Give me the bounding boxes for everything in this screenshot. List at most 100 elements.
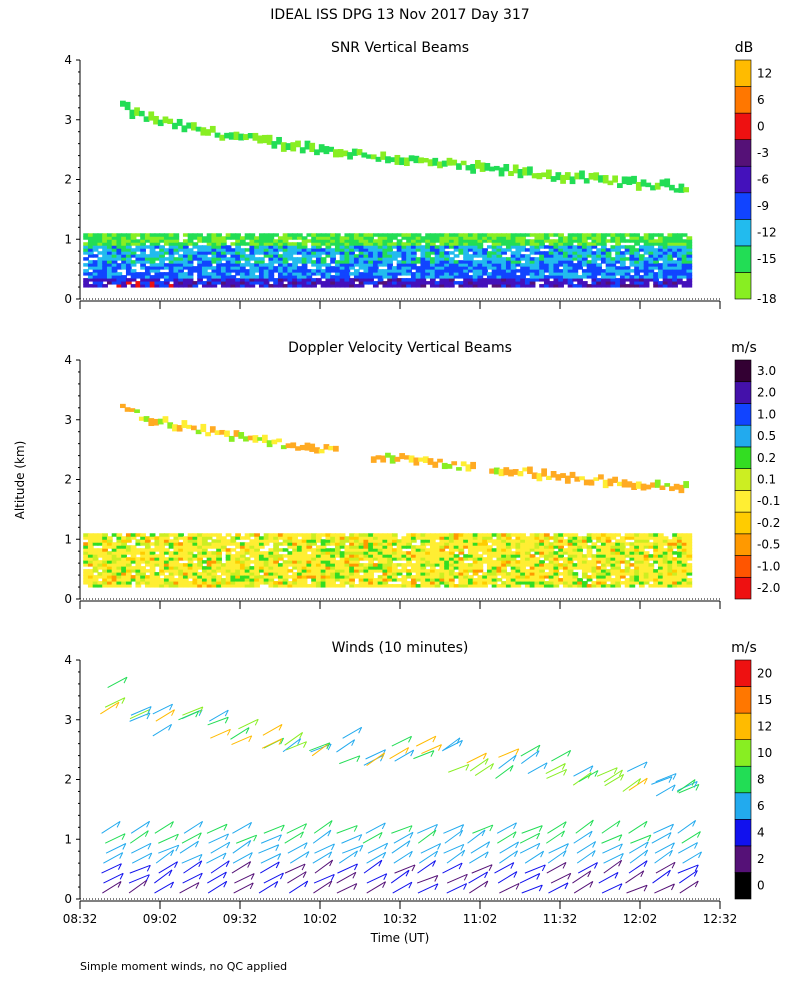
- snr-cell: [263, 236, 270, 240]
- doppler-colorbar-label: 3.0: [757, 364, 776, 378]
- doppler-cell: [135, 563, 142, 567]
- snr-cell: [280, 142, 287, 152]
- doppler-cell: [567, 584, 574, 588]
- wind-barb: [313, 820, 333, 834]
- snr-cell: [615, 233, 621, 237]
- doppler-cell: [477, 539, 484, 543]
- doppler-cell: [92, 566, 99, 570]
- snr-cell: [648, 245, 655, 249]
- snr-cell: [615, 248, 621, 252]
- doppler-cell: [472, 551, 479, 555]
- doppler-cell: [121, 569, 127, 573]
- snr-cell: [268, 266, 275, 270]
- snr-cell: [477, 245, 484, 249]
- doppler-cell: [192, 554, 199, 558]
- snr-cell: [330, 257, 336, 261]
- doppler-cell: [496, 554, 503, 558]
- doppler-cell: [448, 584, 455, 588]
- doppler-cell: [263, 557, 270, 561]
- doppler-cell: [159, 542, 165, 546]
- doppler-cell: [562, 542, 569, 546]
- snr-cell: [140, 266, 146, 270]
- snr-cell: [638, 245, 645, 249]
- doppler-cell: [282, 539, 289, 543]
- doppler-cell: [529, 542, 536, 546]
- snr-cell: [448, 233, 455, 237]
- doppler-cell: [363, 554, 370, 558]
- snr-cell: [453, 254, 460, 258]
- snr-cell: [387, 248, 393, 252]
- doppler-cell: [325, 581, 332, 585]
- doppler-cell: [201, 581, 208, 585]
- snr-cell: [572, 284, 579, 288]
- doppler-cell: [586, 563, 593, 567]
- snr-cell: [610, 266, 617, 270]
- snr-cell: [672, 281, 678, 285]
- doppler-cell: [444, 572, 450, 576]
- wind-barb-flag: [564, 882, 569, 890]
- snr-cell: [97, 236, 104, 240]
- doppler-cell: [330, 563, 336, 567]
- doppler-cell: [420, 566, 427, 570]
- doppler-cell: [173, 557, 180, 561]
- wind-barb: [158, 844, 179, 854]
- snr-cell: [560, 174, 566, 184]
- snr-cell: [83, 233, 89, 237]
- snr-cell: [678, 183, 685, 193]
- winds-colorbar-label: 20: [757, 666, 772, 680]
- snr-cell: [548, 242, 555, 246]
- doppler-cell: [591, 581, 598, 585]
- doppler-cell: [243, 436, 249, 442]
- doppler-cell: [263, 572, 270, 576]
- doppler-cell: [586, 578, 593, 582]
- snr-cell: [97, 263, 104, 267]
- doppler-cell: [662, 572, 669, 576]
- snr-cell: [619, 254, 626, 258]
- doppler-cell: [562, 533, 569, 537]
- snr-cell: [220, 266, 227, 270]
- doppler-cell: [154, 542, 161, 546]
- doppler-cell: [429, 548, 436, 552]
- wind-barb-flag: [146, 712, 151, 720]
- doppler-cell: [638, 557, 645, 561]
- wind-barb-flag: [381, 822, 386, 830]
- doppler-cell: [425, 560, 431, 564]
- snr-cell: [448, 242, 455, 246]
- doppler-cell: [216, 542, 222, 546]
- snr-cell: [173, 266, 180, 270]
- snr-cell: [686, 263, 693, 267]
- doppler-cell: [273, 566, 279, 570]
- snr-cell: [225, 269, 232, 273]
- snr-cell: [482, 272, 488, 276]
- snr-cell: [106, 260, 113, 264]
- snr-cell: [463, 284, 469, 288]
- doppler-cell: [501, 584, 507, 588]
- doppler-cell: [425, 575, 431, 579]
- doppler-cell: [187, 536, 194, 540]
- doppler-cell: [363, 536, 370, 540]
- snr-cell: [676, 272, 683, 276]
- doppler-cell: [543, 545, 550, 549]
- snr-cell: [271, 141, 278, 149]
- snr-cell: [681, 266, 688, 270]
- snr-cell: [638, 239, 645, 243]
- doppler-cell: [496, 584, 503, 588]
- doppler-cell: [200, 423, 207, 433]
- doppler-cell: [448, 578, 455, 582]
- doppler-cell: [325, 563, 332, 567]
- doppler-cell: [667, 584, 674, 588]
- doppler-cell: [567, 548, 574, 552]
- snr-cell: [296, 278, 303, 282]
- doppler-cell: [605, 560, 612, 564]
- snr-cell: [244, 248, 251, 252]
- doppler-cell: [553, 584, 560, 588]
- snr-cell: [87, 266, 94, 270]
- doppler-cell: [638, 575, 645, 579]
- snr-cell: [453, 236, 460, 240]
- snr-cell: [211, 248, 218, 252]
- snr-cell: [401, 257, 408, 261]
- doppler-cell: [149, 548, 156, 552]
- doppler-cell: [344, 569, 351, 573]
- snr-cell: [148, 111, 155, 121]
- doppler-cell: [567, 563, 574, 567]
